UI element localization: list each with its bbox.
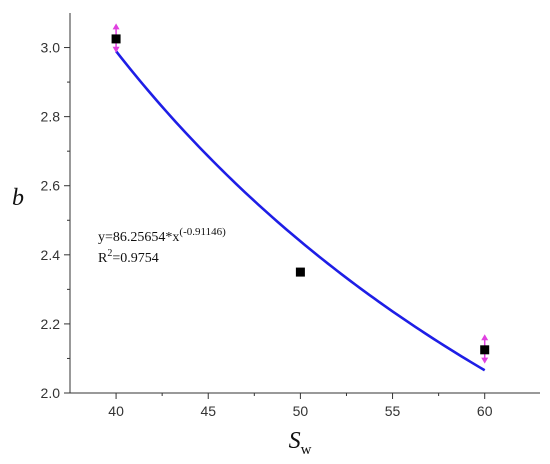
fit-equation: y=86.25654*x(-0.91146) bbox=[98, 226, 226, 245]
error-bar-cap-bottom bbox=[481, 357, 489, 364]
error-bar-cap-top bbox=[481, 334, 489, 341]
error-bar-cap-top bbox=[112, 23, 120, 30]
ticks: 40 45 50 55 60 2.0 2.2 2.4 2.6 2.8 3.0 bbox=[41, 40, 493, 419]
y-tick-label: 2.2 bbox=[41, 316, 61, 332]
y-tick-label: 2.6 bbox=[41, 178, 61, 194]
y-tick-label: 3.0 bbox=[41, 40, 61, 56]
data-points bbox=[111, 23, 490, 364]
data-point bbox=[295, 267, 305, 277]
x-axis-label: Sw bbox=[289, 428, 312, 458]
fit-r-squared: R2=0.9754 bbox=[98, 248, 159, 266]
error-bar-cap-bottom bbox=[112, 46, 120, 53]
axes bbox=[69, 13, 540, 394]
x-tick-label: 55 bbox=[385, 403, 401, 419]
data-point bbox=[111, 34, 121, 44]
x-tick-label: 40 bbox=[108, 403, 124, 419]
y-tick-label: 2.0 bbox=[41, 385, 61, 401]
x-axis-label-subscript: w bbox=[301, 442, 312, 458]
y-axis-label: b bbox=[12, 185, 24, 211]
x-tick-label: 45 bbox=[200, 403, 216, 419]
fit-curve bbox=[115, 50, 486, 372]
y-tick-label: 2.8 bbox=[41, 109, 61, 125]
data-point bbox=[480, 345, 490, 355]
y-tick-label: 2.4 bbox=[41, 247, 61, 263]
x-tick-label: 60 bbox=[477, 403, 493, 419]
fit-curve-group bbox=[115, 50, 486, 372]
x-tick-label: 50 bbox=[293, 403, 309, 419]
